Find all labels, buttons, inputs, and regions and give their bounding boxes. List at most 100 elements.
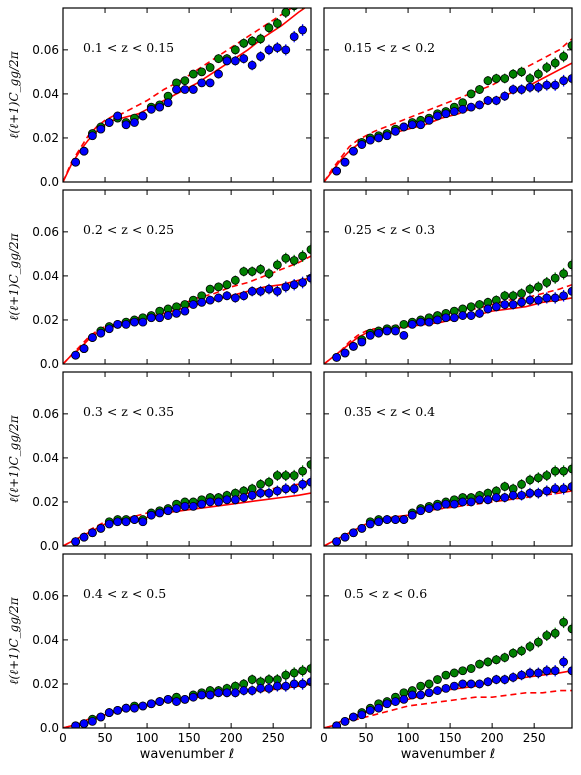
green-data-point (533, 637, 543, 647)
blue-data-point (222, 495, 232, 505)
green-data-point (542, 631, 552, 640)
blue-data-point (567, 666, 572, 676)
panel: 0.15 < z < 0.2 (323, 7, 573, 183)
blue-data-point (441, 499, 451, 509)
blue-data-point (475, 679, 484, 689)
blue-data-point (424, 115, 434, 125)
green-data-point (500, 74, 510, 83)
blue-data-point (146, 699, 156, 709)
blue-data-point (130, 118, 139, 127)
blue-data-point (491, 675, 501, 684)
blue-data-point (214, 688, 223, 698)
green-data-point (197, 67, 207, 77)
blue-data-point (113, 517, 123, 527)
blue-data-point (559, 484, 568, 494)
blue-data-point (197, 690, 207, 700)
redshift-range-label: 0.25 < z < 0.3 (344, 222, 435, 237)
x-tick-label: 200 (481, 731, 504, 745)
green-data-point (205, 284, 215, 294)
green-data-point (550, 628, 560, 638)
blue-data-point (491, 493, 501, 502)
blue-data-point (475, 308, 484, 318)
blue-data-point (517, 490, 526, 500)
dashed-model-line (324, 689, 572, 728)
x-axis-title: wavenumber ℓ (140, 747, 235, 762)
blue-data-point (71, 350, 81, 360)
x-tick-label: 150 (178, 731, 201, 745)
blue-data-point (289, 484, 299, 494)
y-tick-label: 0.0 (40, 539, 59, 553)
blue-data-point (399, 515, 409, 524)
blue-data-point (247, 286, 257, 296)
green-data-point (306, 245, 311, 254)
blue-data-point (374, 328, 384, 338)
blue-data-point (239, 291, 249, 301)
blue-data-point (483, 495, 493, 505)
plot-frame (62, 371, 312, 547)
green-data-point (247, 36, 257, 46)
blue-data-point (205, 497, 215, 507)
green-data-point (500, 482, 510, 491)
blue-data-point (180, 694, 190, 704)
blue-data-point (533, 488, 543, 498)
blue-data-point (130, 317, 139, 327)
green-data-point (298, 251, 307, 261)
blue-data-point (121, 703, 131, 713)
plot-frame (323, 553, 573, 729)
green-data-point (508, 291, 518, 301)
green-data-point (433, 675, 442, 684)
blue-data-point (188, 85, 198, 94)
blue-data-point (104, 708, 114, 717)
y-tick-label: 0.04 (32, 633, 59, 647)
green-data-point (559, 269, 568, 279)
blue-data-point (214, 497, 223, 507)
blue-data-point (466, 311, 476, 320)
blue-data-point (382, 515, 392, 524)
blue-data-point (349, 146, 358, 156)
blue-data-point (130, 515, 139, 524)
green-data-point (441, 670, 451, 680)
green-data-point (281, 8, 291, 17)
blue-data-point (508, 300, 518, 309)
green-data-point (214, 54, 223, 64)
green-data-point (458, 666, 468, 676)
green-data-point (289, 668, 299, 678)
blue-data-point (382, 326, 392, 336)
blue-data-point (349, 341, 358, 351)
green-data-point (306, 460, 311, 469)
blue-data-point (458, 104, 468, 114)
redshift-range-label: 0.3 < z < 0.35 (83, 404, 174, 419)
green-data-point (525, 642, 535, 651)
blue-data-point (416, 317, 426, 327)
blue-data-point (272, 681, 282, 691)
panel: 0.0 0.02 0.04 0.06 0.1 < z < 0.15 ℓ(ℓ+1)C_gg/… (7, 7, 312, 189)
blue-data-point (104, 519, 114, 529)
blue-data-point (340, 157, 350, 167)
blue-data-point (146, 510, 156, 520)
green-data-point (272, 260, 282, 270)
green-data-point (550, 466, 560, 476)
green-data-point (567, 624, 572, 634)
blue-data-point (71, 157, 81, 167)
green-data-point (491, 655, 501, 665)
blue-data-point (88, 333, 97, 342)
blue-data-point (256, 286, 265, 296)
blue-data-point (188, 692, 198, 702)
blue-data-point (155, 102, 165, 112)
plot-area (324, 190, 572, 364)
blue-data-point (475, 495, 484, 505)
blue-data-point (374, 703, 384, 713)
y-tick-label: 0.02 (32, 495, 59, 509)
blue-data-point (567, 74, 572, 83)
green-data-point (550, 273, 560, 283)
blue-data-point (113, 319, 123, 329)
blue-data-point (239, 686, 249, 695)
blue-data-point (88, 716, 97, 726)
blue-data-point (374, 133, 384, 143)
blue-data-point (230, 293, 240, 303)
blue-data-point (298, 479, 307, 489)
blue-data-point (256, 488, 265, 498)
blue-data-point (365, 519, 375, 529)
green-data-point (256, 479, 265, 489)
blue-data-point (500, 300, 510, 309)
